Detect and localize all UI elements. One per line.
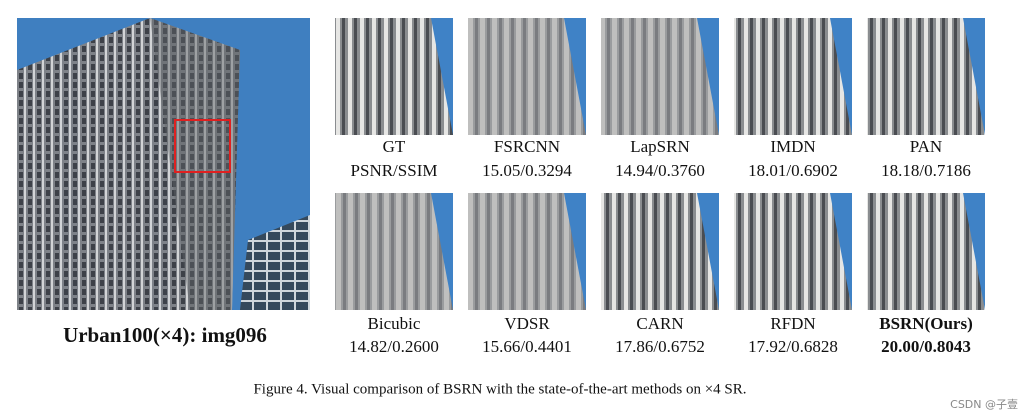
patch-image [601,18,719,135]
patch-sky [564,18,586,135]
patch: PAN 18.18/0.7186 [867,18,985,180]
patch-sky [564,193,586,310]
method-score: PSNR/SSIM [351,161,438,180]
main-image [17,18,310,310]
patch: VDSR 15.66/0.4401 [468,193,586,356]
patch-image [867,18,985,135]
patch-image [335,18,453,135]
patch-sky [697,18,719,135]
patch-image [734,193,852,310]
method-name: PAN [910,137,942,156]
method-name: FSRCNN [494,137,560,156]
method-name: Bicubic [368,314,421,333]
patch-grid: GT PSNR/SSIM FSRCNN 15.05/0.3294 LapSRN 14.94… [335,18,985,356]
main-image-label: Urban100(×4): img096 [63,323,267,347]
patch: CARN 17.86/0.6752 [601,193,719,356]
patch: Bicubic 14.82/0.2600 [335,193,453,356]
patch: GT PSNR/SSIM [335,18,453,180]
method-score: 18.01/0.6902 [748,161,838,180]
method-score: 15.66/0.4401 [482,337,572,356]
method-score: 17.86/0.6752 [615,337,705,356]
watermark: CSDN @子壹 [950,398,1018,411]
patch: FSRCNN 15.05/0.3294 [468,18,586,180]
method-score: 20.00/0.8043 [881,337,971,356]
patch-sky [697,193,719,310]
patch: BSRN(Ours) 20.00/0.8043 [867,193,985,356]
method-name: GT [383,137,406,156]
patch-sky [431,18,453,135]
patch-image [867,193,985,310]
patch: IMDN 18.01/0.6902 [734,18,852,180]
method-name: VDSR [504,314,550,333]
method-score: 14.82/0.2600 [349,337,439,356]
patch: RFDN 17.92/0.6828 [734,193,852,356]
patch-sky [963,193,985,310]
method-score: 14.94/0.3760 [615,161,705,180]
patch-sky [830,193,852,310]
patch-image [468,193,586,310]
caption: Figure 4. Visual comparison of BSRN with… [253,381,746,397]
patch-sky [431,193,453,310]
method-score: 18.18/0.7186 [881,161,971,180]
patch-image [468,18,586,135]
method-name: CARN [636,314,683,333]
patch-sky [830,18,852,135]
patch: LapSRN 14.94/0.3760 [601,18,719,180]
method-score: 15.05/0.3294 [482,161,572,180]
method-name: RFDN [770,314,815,333]
patch-sky [963,18,985,135]
method-name: LapSRN [630,137,690,156]
patch-image [335,193,453,310]
patch-image [734,18,852,135]
method-score: 17.92/0.6828 [748,337,838,356]
method-name: IMDN [770,137,815,156]
method-name: BSRN(Ours) [879,314,973,333]
patch-image [601,193,719,310]
